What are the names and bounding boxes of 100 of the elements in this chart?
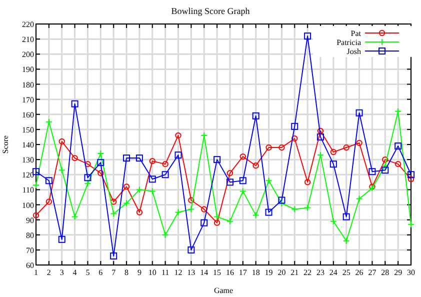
x-tick-label: 21 [290,268,299,277]
legend-label: Pat [350,29,362,38]
point [214,156,221,164]
point [32,212,40,218]
y-tick-label: 60 [26,261,34,270]
y-tick-label: 70 [26,246,34,255]
point [188,197,194,204]
x-tick-label: 5 [86,268,90,277]
x-tick-label: 14 [200,268,208,277]
point [342,237,350,244]
x-tick-label: 6 [98,268,103,277]
point [162,231,169,238]
x-tick-label: 22 [304,268,312,277]
point [123,200,130,207]
point [84,174,92,182]
y-tick-label: 100 [22,200,34,210]
point [226,170,234,176]
point [188,206,195,213]
point [110,252,118,260]
point [98,170,104,176]
y-tick-label: 90 [26,216,34,225]
point [317,128,324,134]
x-tick-label: 18 [252,268,260,277]
point [291,122,298,130]
point [32,168,40,176]
point [226,178,234,186]
point [240,153,246,160]
point [136,186,143,194]
y-tick-label: 190 [22,65,34,74]
point [148,188,156,195]
point [394,142,402,150]
x-axis-title: Game [214,286,234,295]
point [278,144,285,151]
point [201,206,208,212]
x-tick-label: 27 [368,268,376,277]
point [110,210,118,218]
y-tick-label: 150 [22,125,34,134]
point [330,218,337,225]
x-tick-label: 10 [148,268,156,277]
point [97,159,104,166]
x-tick-label: 25 [342,268,350,277]
point [162,171,169,178]
point [266,144,272,151]
point [304,32,312,40]
point [278,196,286,204]
x-tick-label: 17 [238,268,247,277]
point [291,206,298,213]
y-tick-label: 160 [22,110,34,120]
point [304,179,311,186]
point [330,148,337,156]
x-tick-label: 4 [72,268,77,277]
point [84,180,92,188]
x-tick-label: 16 [226,268,234,277]
point [46,198,52,205]
point [72,154,78,162]
x-tick-label: 7 [112,268,116,277]
y-tick-label: 130 [22,156,34,165]
x-tick-label: 29 [394,268,402,277]
x-tick-label: 24 [329,268,338,277]
y-tick-label: 210 [22,35,34,44]
y-tick-label: 220 [22,20,34,29]
point [239,177,246,184]
x-tick-label: 8 [124,268,129,277]
point [342,213,350,220]
point [252,112,260,120]
point [316,133,324,140]
point [304,204,312,212]
point [123,184,130,190]
point [123,154,130,162]
point [368,168,376,176]
point [148,176,156,183]
y-tick-label: 170 [22,95,34,104]
point [252,212,260,219]
legend-label: Patricia [336,38,362,47]
point [58,138,65,145]
point [136,154,143,162]
point [149,158,156,164]
x-tick-label: 12 [174,268,182,277]
point [58,166,66,174]
point [188,246,195,254]
point [316,152,324,159]
y-axis-title: Score [1,134,10,154]
point [58,236,66,243]
point [292,135,298,142]
point [356,109,363,116]
point [382,166,389,174]
point [265,177,272,184]
x-tick-label: 23 [316,268,324,277]
point [71,213,78,220]
x-tick-label: 28 [381,268,390,277]
point [110,198,117,205]
point [356,140,362,146]
point [408,176,414,182]
legend-label: Josh [346,47,361,56]
x-tick-label: 13 [187,268,196,277]
y-tick-label: 140 [22,140,34,150]
x-tick-label: 1 [34,268,38,277]
point [408,171,414,178]
point [330,160,337,168]
y-tick-label: 200 [22,50,34,60]
